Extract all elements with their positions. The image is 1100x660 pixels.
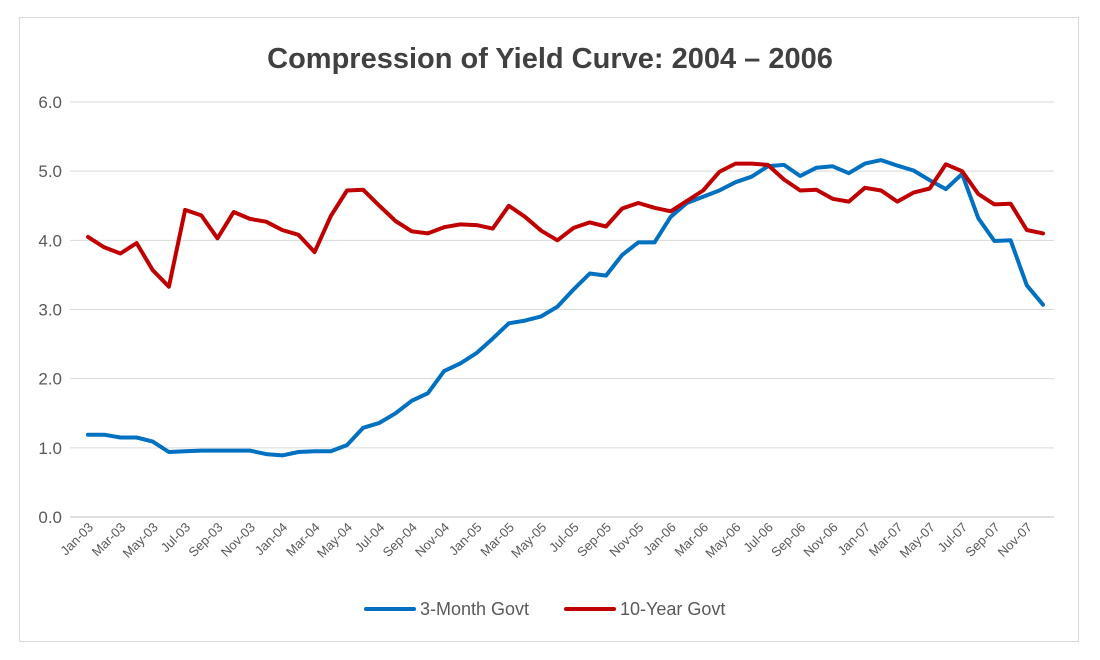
legend-label-3-month-govt: 3-Month Govt [420, 599, 529, 619]
x-axis: Jan-03Mar-03May-03Jul-03Sep-03Nov-03Jan-… [57, 520, 1035, 561]
x-tick-label: Sep-07 [962, 520, 1002, 560]
x-tick-label: Sep-04 [380, 520, 420, 560]
legend-label-10-year-govt: 10-Year Govt [620, 599, 725, 619]
y-tick-label: 0.0 [38, 508, 62, 527]
x-tick-label: Nov-06 [800, 520, 840, 560]
x-tick-label: May-06 [702, 520, 743, 561]
x-tick-label: Jan-04 [252, 520, 291, 559]
x-tick-label: May-05 [508, 520, 549, 561]
x-tick-label: Jan-03 [57, 520, 96, 559]
series-line-3-month-govt [86, 158, 1045, 458]
chart-title: Compression of Yield Curve: 2004 – 2006 [267, 43, 833, 75]
y-tick-label: 5.0 [38, 162, 62, 181]
x-tick-label: Nov-04 [412, 520, 452, 560]
series-line-10-year-govt [86, 161, 1045, 289]
x-tick-label: Nov-05 [606, 520, 646, 560]
x-tick-label: Nov-03 [218, 520, 258, 560]
y-tick-label: 2.0 [38, 370, 62, 389]
legend: 3-Month Govt 10-Year Govt [364, 599, 725, 619]
y-axis: 0.0 1.0 2.0 3.0 4.0 5.0 6.0 [38, 93, 62, 527]
y-tick-label: 4.0 [38, 231, 62, 250]
y-tick-label: 6.0 [38, 93, 62, 112]
gridlines [70, 101, 1054, 518]
x-tick-label: May-04 [314, 520, 355, 561]
chart-frame [19, 17, 1079, 642]
x-tick-label: Jan-05 [446, 520, 485, 559]
y-tick-label: 1.0 [38, 439, 62, 458]
x-tick-label: Nov-07 [995, 520, 1035, 560]
x-tick-label: May-03 [120, 520, 161, 561]
x-tick-label: Sep-05 [574, 520, 614, 560]
series-lines [86, 158, 1045, 458]
x-tick-label: Jan-06 [640, 520, 679, 559]
x-tick-label: Sep-03 [185, 520, 225, 560]
y-tick-label: 3.0 [38, 301, 62, 320]
x-tick-label: Sep-06 [768, 520, 808, 560]
x-tick-label: May-07 [897, 520, 938, 561]
x-tick-label: Jan-07 [834, 520, 873, 559]
